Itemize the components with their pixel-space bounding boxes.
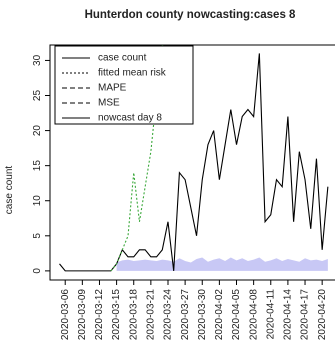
legend-label: fitted mean risk — [98, 68, 167, 79]
x-tick-label: 2020-04-05 — [231, 289, 242, 341]
x-tick-label: 2020-04-14 — [283, 289, 294, 341]
y-tick-label: 10 — [32, 195, 43, 207]
legend-box — [54, 45, 194, 125]
y-tick-label: 5 — [32, 233, 43, 239]
y-axis-label: case count — [4, 166, 15, 215]
x-tick-label: 2020-03-12 — [94, 289, 105, 341]
plot-frame — [49, 44, 335, 281]
series-line — [59, 53, 329, 272]
chart-title: Hunterdon county nowcasting:cases 8 — [85, 9, 296, 21]
x-tick-label: 2020-03-30 — [197, 289, 208, 341]
y-tick-label: 0 — [32, 268, 43, 274]
legend-label: MAPE — [98, 83, 127, 94]
x-tick-label: 2020-04-11 — [265, 289, 276, 340]
x-tick-label: 2020-03-24 — [163, 289, 174, 341]
y-tick-label: 20 — [32, 125, 43, 137]
y-tick-label: 30 — [32, 54, 43, 66]
x-tick-label: 2020-04-08 — [248, 289, 259, 341]
y-tick-label: 25 — [32, 90, 43, 102]
legend-label: MSE — [98, 98, 120, 109]
x-tick-label: 2020-03-09 — [77, 289, 88, 341]
legend-label: case count — [98, 53, 147, 64]
x-tick-label: 2020-03-18 — [128, 289, 139, 341]
x-tick-label: 2020-03-21 — [146, 289, 157, 341]
series-line — [110, 45, 169, 272]
x-tick-label: 2020-04-20 — [317, 289, 328, 341]
plot-area — [59, 45, 329, 272]
y-tick-label: 15 — [32, 160, 43, 172]
x-tick-label: 2020-03-15 — [111, 289, 122, 341]
x-tick-label: 2020-03-06 — [60, 289, 71, 341]
legend-label: nowcast day 8 — [98, 113, 162, 124]
x-tick-label: 2020-03-27 — [180, 289, 191, 341]
band-area — [116, 257, 328, 271]
x-tick-label: 2020-04-02 — [214, 289, 225, 341]
x-tick-label: 2020-04-17 — [300, 289, 311, 341]
